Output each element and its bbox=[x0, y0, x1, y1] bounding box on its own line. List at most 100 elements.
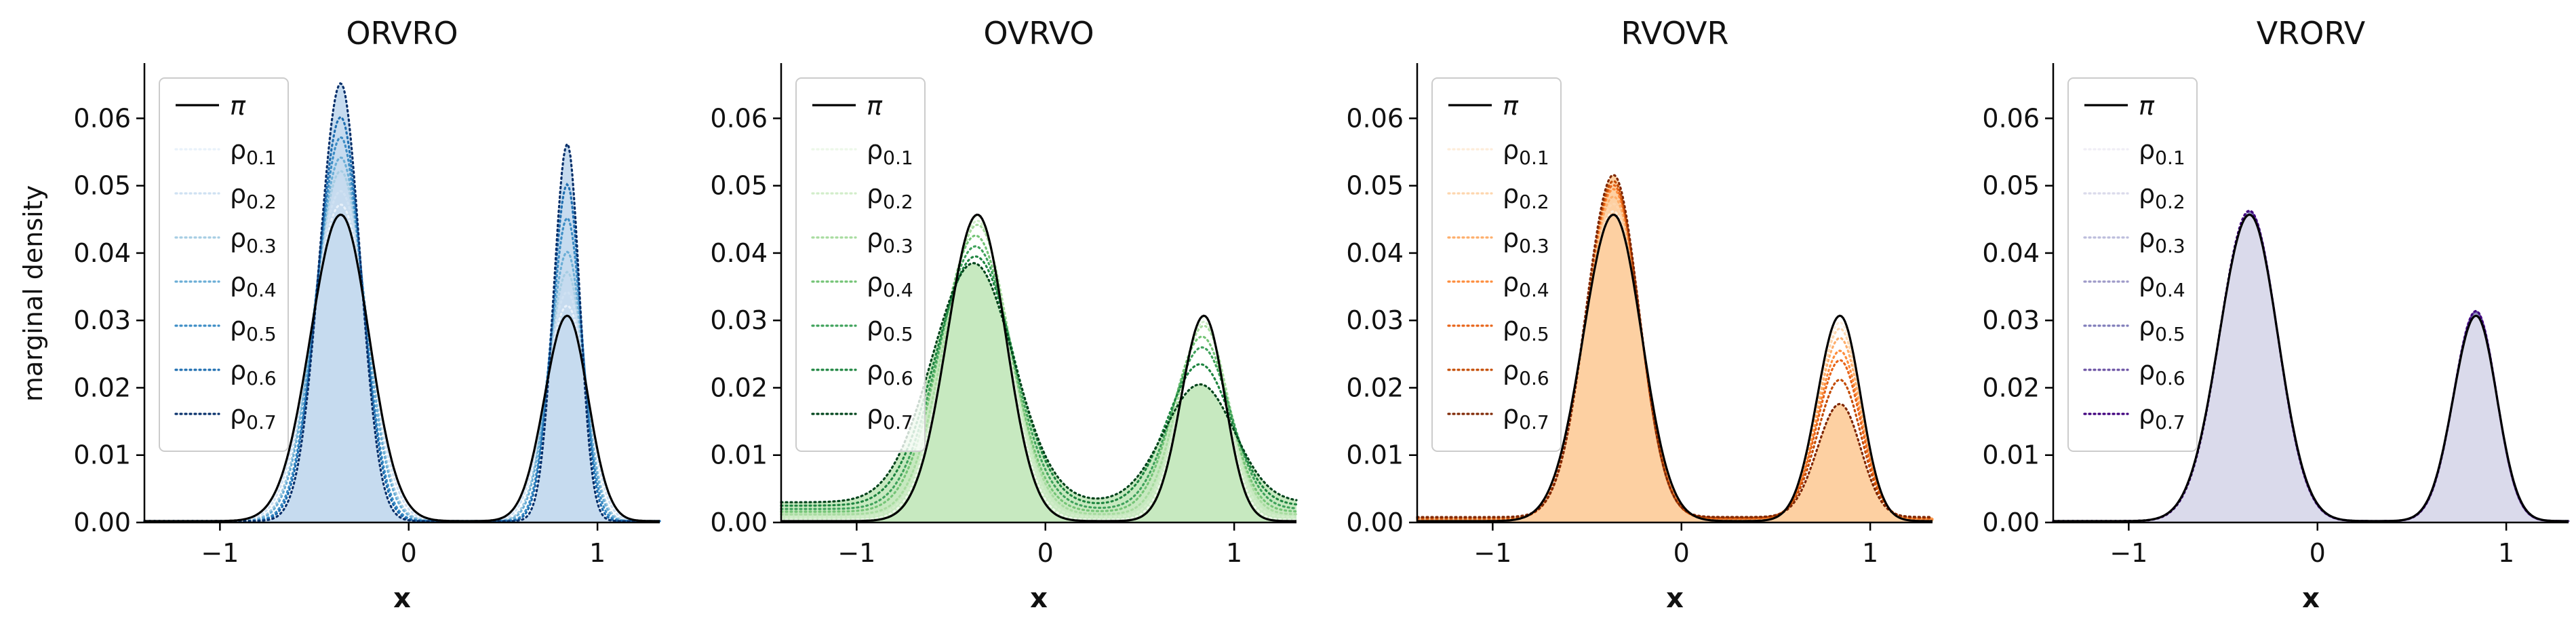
legend-label-subscript: 0.1 bbox=[246, 147, 277, 169]
x-tick-label: −1 bbox=[2109, 538, 2147, 568]
chart-panel-4: 0.00 0.01 0.02 0.03 0.04 0.05 0.06 −1 0 1 VRORV x π ρ… bbox=[1982, 15, 2570, 614]
y-tick-label: 0.05 bbox=[1346, 171, 1404, 201]
y-tick-label: 0.06 bbox=[1982, 103, 2040, 133]
x-tick-label: −1 bbox=[201, 538, 239, 568]
chart-panel-1: 0.00 0.01 0.02 0.03 0.04 0.05 0.06 −1 0 1 ORVRO x ma… bbox=[18, 15, 661, 614]
legend-label-subscript: 0.2 bbox=[883, 191, 913, 213]
legend-label-subscript: 0.2 bbox=[2155, 191, 2185, 213]
series-line-pi bbox=[781, 213, 1296, 522]
y-tick-label: 0.01 bbox=[73, 440, 131, 470]
x-tick-label: −1 bbox=[837, 538, 875, 568]
y-tick-label: 0.06 bbox=[1346, 103, 1404, 133]
legend-label-subscript: 0.3 bbox=[883, 235, 913, 257]
legend-label: π bbox=[2139, 91, 2155, 121]
density-fill-area bbox=[2053, 210, 2569, 522]
y-tick-label: 0.00 bbox=[73, 508, 131, 537]
y-tick-label: 0.04 bbox=[1346, 238, 1404, 268]
y-tick-label: 0.01 bbox=[1982, 440, 2040, 470]
x-tick-label: 0 bbox=[401, 538, 417, 568]
y-tick-label: 0.06 bbox=[73, 103, 131, 133]
y-tick-label: 0.04 bbox=[73, 238, 131, 268]
legend-label-subscript: 0.6 bbox=[1519, 367, 1549, 389]
series-line-rho-2 bbox=[780, 219, 1298, 518]
legend-label-subscript: 0.1 bbox=[2155, 147, 2185, 169]
y-tick-label: 0.02 bbox=[1982, 373, 2040, 402]
y-tick-label: 0.03 bbox=[1346, 305, 1404, 335]
legend-label-subscript: 0.7 bbox=[246, 411, 277, 434]
y-tick-label: 0.03 bbox=[710, 305, 768, 335]
legend-label-subscript: 0.5 bbox=[2155, 323, 2185, 345]
chart-title: OVRVO bbox=[983, 15, 1094, 52]
x-tick-label: 0 bbox=[2310, 538, 2326, 568]
y-tick-label: 0.03 bbox=[73, 305, 131, 335]
legend-label-subscript: 0.5 bbox=[1519, 323, 1549, 345]
y-axis-label: marginal density bbox=[18, 185, 48, 402]
legend-label-subscript: 0.3 bbox=[2155, 235, 2185, 257]
series-line-rho-6 bbox=[780, 255, 1298, 507]
legend-label-subscript: 0.6 bbox=[246, 367, 277, 389]
legend-label-subscript: 0.7 bbox=[1519, 411, 1549, 434]
series-line-rho-4 bbox=[780, 234, 1298, 513]
legend-label-subscript: 0.6 bbox=[2155, 367, 2185, 389]
series-line-rho-5 bbox=[780, 245, 1298, 510]
x-tick-label: 1 bbox=[2498, 538, 2514, 568]
legend-label-subscript: 0.4 bbox=[883, 279, 913, 301]
y-tick-label: 0.06 bbox=[710, 103, 768, 133]
legend-box bbox=[159, 77, 289, 452]
legend-label-subscript: 0.7 bbox=[883, 411, 913, 434]
legend-label-subscript: 0.2 bbox=[1519, 191, 1549, 213]
series-line-pi bbox=[144, 213, 660, 522]
series-line-rho-7 bbox=[780, 262, 1298, 503]
chart-title: ORVRO bbox=[346, 15, 458, 52]
legend-label-subscript: 0.1 bbox=[1519, 147, 1549, 169]
legend-label-subscript: 0.4 bbox=[1519, 279, 1549, 301]
legend-box bbox=[2067, 77, 2198, 452]
y-tick-label: 0.00 bbox=[1982, 508, 2040, 537]
legend-box bbox=[795, 77, 926, 452]
y-tick-label: 0.00 bbox=[1346, 508, 1404, 537]
legend-label-subscript: 0.5 bbox=[246, 323, 277, 345]
x-tick-label: 1 bbox=[1226, 538, 1242, 568]
x-tick-label: 1 bbox=[1862, 538, 1878, 568]
series-line-pi bbox=[1417, 213, 1933, 522]
y-tick-label: 0.01 bbox=[710, 440, 768, 470]
y-tick-label: 0.03 bbox=[1982, 305, 2040, 335]
legend-label-subscript: 0.6 bbox=[883, 367, 913, 389]
chart-title: VRORV bbox=[2257, 15, 2366, 52]
y-tick-label: 0.02 bbox=[1346, 373, 1404, 402]
legend-label: π bbox=[1503, 91, 1519, 121]
x-axis-label: x bbox=[1666, 583, 1684, 614]
legend-label-subscript: 0.3 bbox=[1519, 235, 1549, 257]
chart-title: RVOVR bbox=[1621, 15, 1729, 52]
series-line-pi bbox=[2053, 213, 2569, 522]
y-tick-label: 0.05 bbox=[710, 171, 768, 201]
legend-label: ρ0.6 bbox=[2139, 356, 2185, 389]
legend-label: π bbox=[230, 91, 246, 121]
legend-box bbox=[1431, 77, 1562, 452]
x-axis-label: x bbox=[2302, 583, 2320, 614]
legend-label-subscript: 0.3 bbox=[246, 235, 277, 257]
x-tick-label: 0 bbox=[1673, 538, 1690, 568]
y-tick-label: 0.04 bbox=[710, 238, 768, 268]
chart-panel-2: 0.00 0.01 0.02 0.03 0.04 0.05 0.06 −1 0 1 OVRVO x πρ… bbox=[710, 15, 1298, 614]
legend-label: ρ0.1 bbox=[867, 135, 913, 169]
x-tick-label: 1 bbox=[589, 538, 606, 568]
y-tick-label: 0.05 bbox=[73, 171, 131, 201]
y-tick-label: 0.02 bbox=[710, 373, 768, 402]
legend-label-subscript: 0.2 bbox=[246, 191, 277, 213]
x-axis-label: x bbox=[393, 583, 411, 614]
y-tick-label: 0.05 bbox=[1982, 171, 2040, 201]
y-tick-label: 0.04 bbox=[1982, 238, 2040, 268]
legend-label: π bbox=[867, 91, 883, 121]
legend-label-subscript: 0.7 bbox=[2155, 411, 2185, 434]
chart-panel-3: 0.000.010.020.030.040.050.06−1 0 1RVOVRxπρ… bbox=[1346, 15, 1934, 614]
x-tick-label: 0 bbox=[1037, 538, 1054, 568]
x-axis-label: x bbox=[1030, 583, 1048, 614]
y-tick-label: 0.00 bbox=[710, 508, 768, 537]
series-line-rho-7 bbox=[1416, 174, 1934, 518]
series-line-rho-3 bbox=[780, 223, 1298, 516]
y-tick-label: 0.02 bbox=[73, 373, 131, 402]
y-tick-label: 0.01 bbox=[1346, 440, 1404, 470]
x-tick-label: −1 bbox=[1473, 538, 1511, 568]
